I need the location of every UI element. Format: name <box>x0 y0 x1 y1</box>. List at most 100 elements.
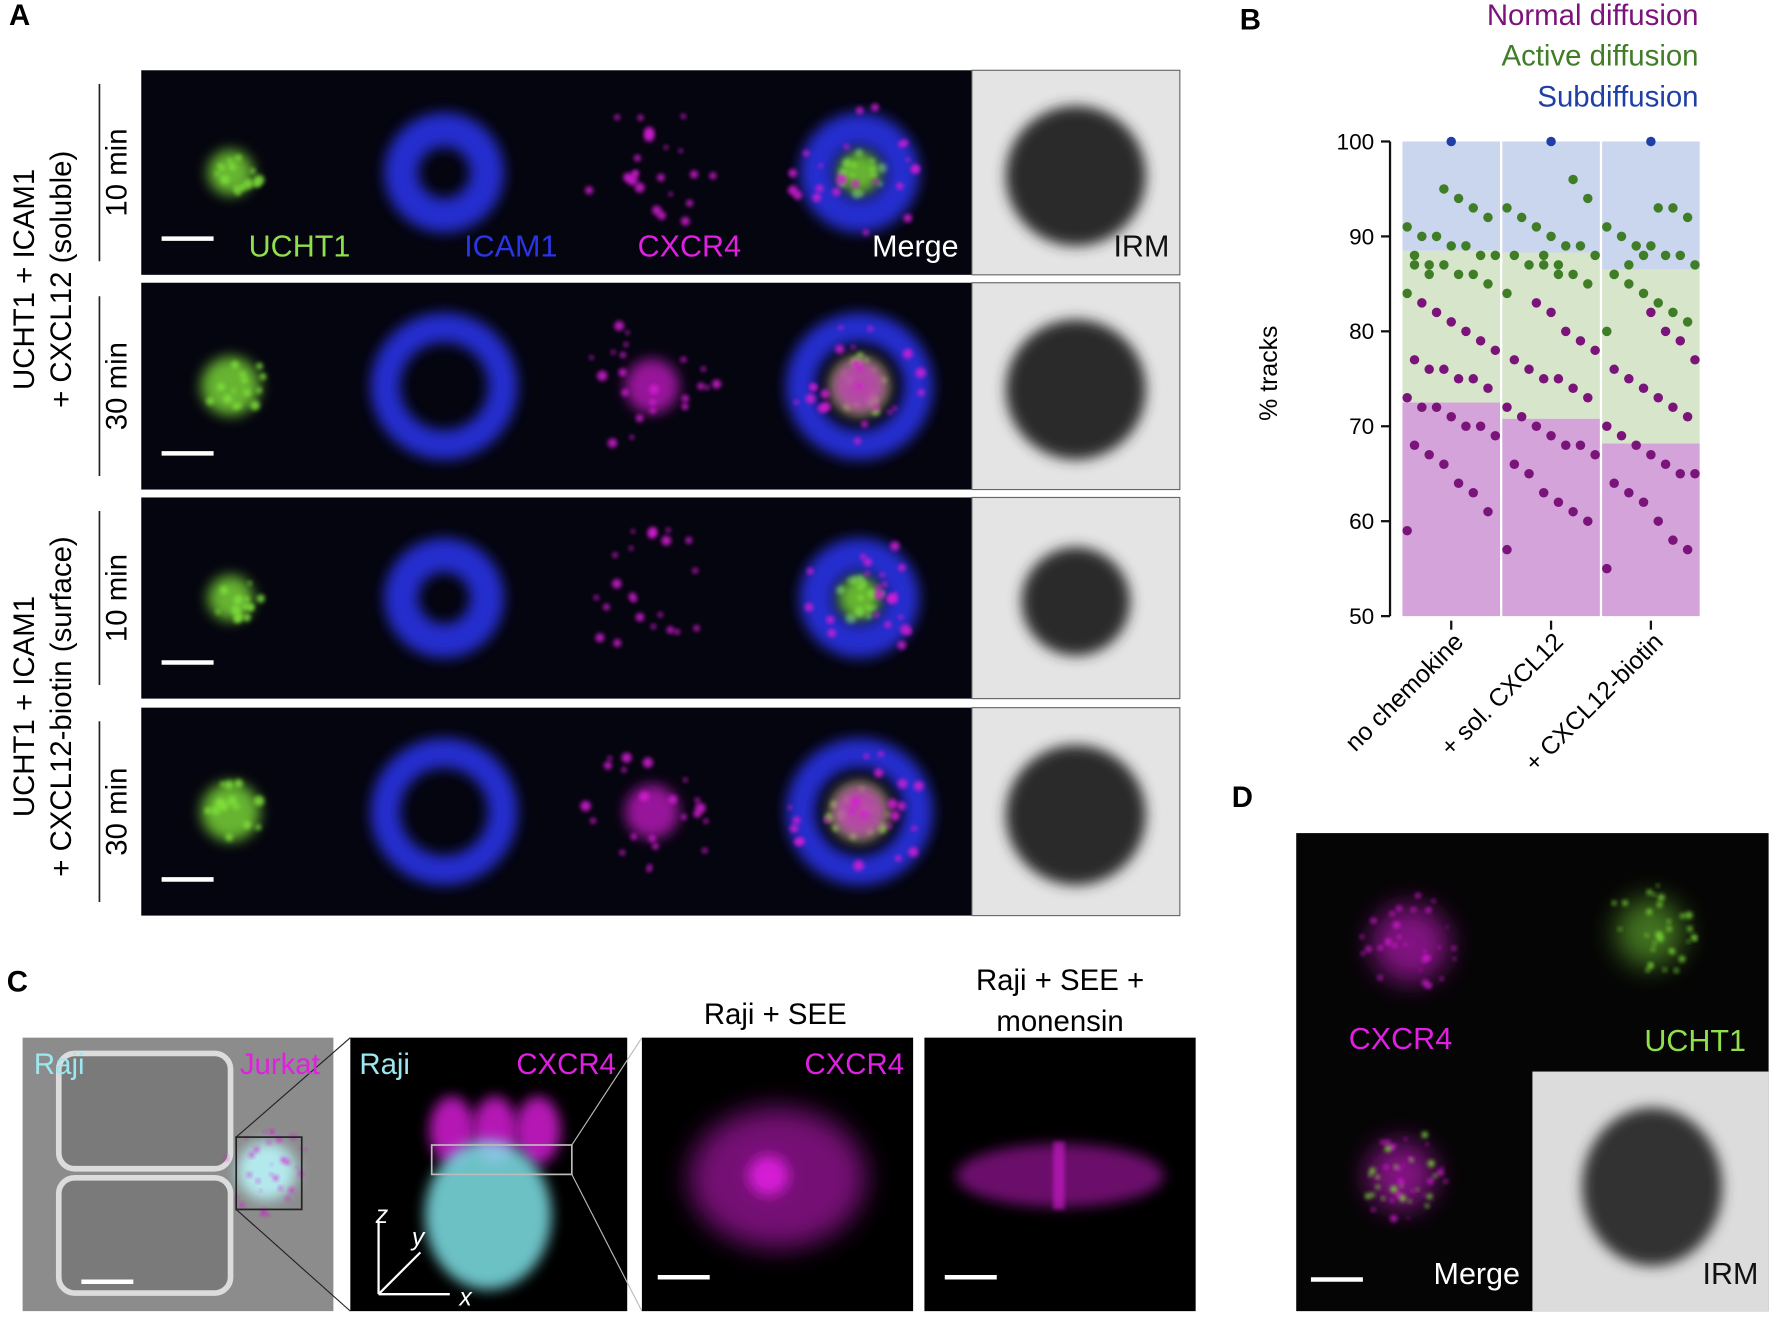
track-point <box>1609 269 1619 280</box>
signal <box>1452 957 1457 961</box>
signal <box>709 172 717 180</box>
signal <box>241 376 248 384</box>
cxcr4-signal <box>748 1155 789 1196</box>
signal <box>855 148 864 157</box>
signal <box>1390 1215 1398 1223</box>
signal <box>648 835 656 843</box>
track-point <box>1502 288 1512 299</box>
signal <box>642 757 654 768</box>
signal <box>657 612 663 618</box>
signal <box>1421 979 1429 987</box>
signal <box>1384 1139 1391 1146</box>
time-label: 30 min <box>101 768 134 856</box>
signal <box>1657 935 1664 942</box>
track-point <box>1561 241 1571 251</box>
signal <box>614 114 620 121</box>
channel-label: IRM <box>1113 230 1169 264</box>
track-point <box>1602 326 1612 337</box>
signal <box>820 389 830 399</box>
signal <box>1648 962 1653 967</box>
track-point <box>1546 431 1556 441</box>
signal <box>249 168 256 174</box>
track-point <box>1646 241 1656 251</box>
signal <box>853 860 865 871</box>
track-point <box>1660 250 1671 261</box>
signal <box>635 612 645 622</box>
track-point <box>1653 298 1663 308</box>
signal <box>1371 1207 1376 1212</box>
signal <box>896 182 904 190</box>
track-point <box>1609 478 1619 488</box>
image-label: Raji <box>359 1048 410 1081</box>
signal <box>1384 938 1392 946</box>
signal <box>215 171 221 177</box>
signal <box>1389 911 1395 917</box>
track-point <box>1509 355 1520 365</box>
irm-contact <box>1005 105 1146 247</box>
signal <box>631 170 638 178</box>
signal <box>280 1157 287 1163</box>
track-point <box>1575 241 1586 251</box>
signal <box>211 805 221 816</box>
raji-cell <box>424 1140 552 1290</box>
track-point <box>1431 231 1442 242</box>
signal <box>233 803 240 810</box>
track-point <box>1624 374 1634 384</box>
signal <box>1377 945 1384 951</box>
signal <box>701 847 708 854</box>
signal <box>590 817 597 824</box>
signal <box>1391 943 1397 948</box>
signal <box>259 373 267 381</box>
track-point <box>1602 421 1612 432</box>
signal <box>857 594 864 601</box>
signal <box>1431 898 1436 903</box>
signal <box>663 145 669 150</box>
track-point <box>1583 393 1593 403</box>
axis-glyph-label: z <box>375 1201 389 1229</box>
signal <box>619 849 626 856</box>
image-label: Jurkat <box>240 1048 320 1081</box>
signal <box>224 1156 228 1161</box>
track-point <box>1546 307 1556 318</box>
signal <box>231 388 236 393</box>
track-point <box>1602 563 1612 574</box>
signal <box>1375 1174 1380 1180</box>
signal <box>285 1196 290 1201</box>
raji-cell <box>237 1141 297 1201</box>
y-tick-label: 100 <box>1337 129 1375 154</box>
track-point <box>1439 184 1449 194</box>
signal <box>817 403 827 414</box>
track-point <box>1561 440 1571 450</box>
signal <box>1365 1193 1371 1200</box>
track-point <box>1568 174 1578 185</box>
signal <box>1365 946 1372 953</box>
track-point <box>1453 374 1464 384</box>
signal <box>700 366 706 372</box>
signal <box>237 403 242 408</box>
track-point <box>1653 203 1663 213</box>
track-point <box>1475 250 1486 261</box>
signal <box>267 1140 272 1145</box>
track-point <box>1483 212 1493 223</box>
track-point <box>1553 374 1564 384</box>
signal <box>634 182 645 193</box>
signal <box>650 624 656 630</box>
signal <box>674 628 680 635</box>
signal <box>1437 945 1441 950</box>
axis-glyph-label: x <box>458 1283 473 1311</box>
signal <box>1436 1169 1444 1176</box>
signal <box>1666 926 1672 932</box>
track-point <box>1417 402 1427 413</box>
signal <box>681 394 690 403</box>
signal <box>1404 1137 1408 1141</box>
track-point <box>1431 402 1442 413</box>
signal <box>875 584 882 591</box>
track-point <box>1490 345 1501 356</box>
signal <box>243 596 250 603</box>
signal <box>223 394 233 404</box>
track-point <box>1638 288 1649 299</box>
signal <box>235 154 242 162</box>
signal <box>1433 1173 1438 1179</box>
signal <box>603 603 610 611</box>
